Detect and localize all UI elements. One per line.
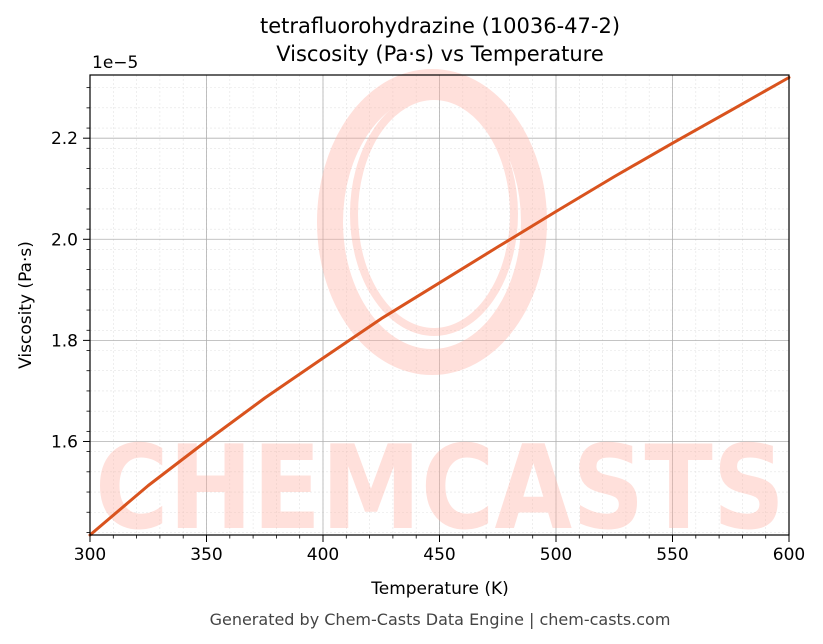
watermark-text: CHEMCASTS xyxy=(95,421,785,556)
x-axis: 300 350 400 450 500 550 600 xyxy=(74,535,805,565)
major-grid xyxy=(89,75,790,535)
y-offset-label: 1e−5 xyxy=(92,53,138,73)
y-tick-label: 2.0 xyxy=(51,230,78,250)
x-tick-label: 300 xyxy=(74,545,106,565)
x-tick-label: 500 xyxy=(540,545,572,565)
x-tick-label: 350 xyxy=(190,545,222,565)
y-tick-label: 2.2 xyxy=(51,129,78,149)
y-axis-label: Viscosity (Pa·s) xyxy=(16,241,36,369)
y-axis: 1.6 1.8 2.0 2.2 xyxy=(51,87,90,533)
series-line xyxy=(88,76,791,537)
chart-title: tetrafluorohydrazine (10036-47-2) xyxy=(260,14,620,38)
x-tick-label: 550 xyxy=(656,545,688,565)
watermark-logo xyxy=(317,69,547,375)
chart-subtitle: Viscosity (Pa·s) vs Temperature xyxy=(276,42,604,66)
x-tick-label: 400 xyxy=(307,545,339,565)
y-tick-label: 1.6 xyxy=(51,432,78,452)
x-tick-label: 450 xyxy=(423,545,455,565)
x-axis-label: Temperature (K) xyxy=(370,579,509,599)
x-tick-label: 600 xyxy=(773,545,805,565)
watermark: CHEMCASTS xyxy=(95,69,785,556)
footer-credit: Generated by Chem-Casts Data Engine | ch… xyxy=(210,610,671,629)
y-tick-label: 1.8 xyxy=(51,331,78,351)
